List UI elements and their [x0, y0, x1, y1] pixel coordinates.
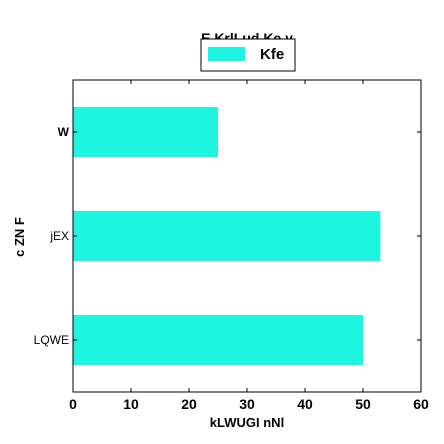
- bar-jEX: [73, 211, 381, 261]
- x-tick-label: 60: [413, 396, 429, 412]
- x-tick-label: 50: [355, 396, 371, 412]
- x-tick-label: 40: [297, 396, 313, 412]
- y-tick-label: W: [58, 125, 70, 139]
- y-tick-label: jEX: [49, 229, 69, 243]
- x-axis-label: kLWUGI nNl: [210, 415, 284, 430]
- x-tick-label: 10: [123, 396, 139, 412]
- legend: Kfe: [200, 38, 296, 72]
- y-axis-label: c ZN F: [12, 217, 27, 257]
- legend-swatch: [208, 47, 245, 61]
- x-tick-label: 30: [239, 396, 255, 412]
- legend-label: Kfe: [260, 46, 284, 63]
- plot-frame: [72, 79, 422, 393]
- x-tick-label: 20: [181, 396, 197, 412]
- x-tick-label: 0: [69, 396, 77, 412]
- bar-LQWE: [73, 315, 363, 365]
- plot-area: LQWE jEX W 0 10 20 30 40 50 60: [34, 79, 429, 412]
- bar-W: [73, 107, 218, 157]
- y-tick-label: LQWE: [34, 333, 69, 347]
